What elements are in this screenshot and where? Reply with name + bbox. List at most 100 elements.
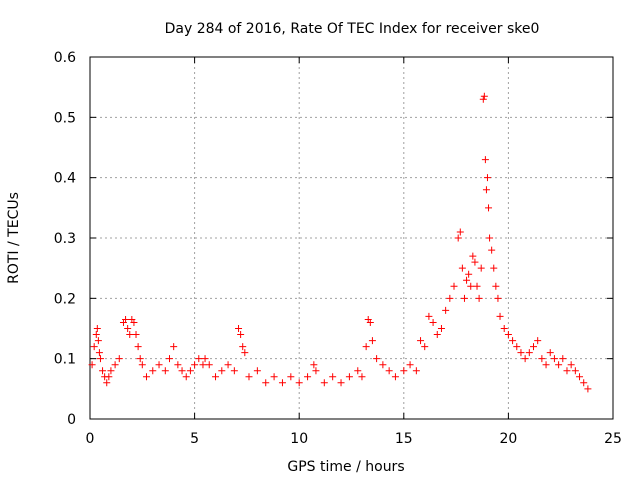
data-point: [550, 355, 558, 363]
data-point: [337, 379, 345, 387]
data-point: [546, 349, 554, 357]
y-tick-label: 0.3: [54, 231, 76, 247]
data-point: [467, 282, 475, 290]
data-point: [475, 294, 483, 302]
data-point: [366, 318, 374, 326]
data-point: [212, 373, 220, 381]
data-point: [437, 325, 445, 332]
axis-ticks: 0 5 10 15 20 25 0 0.1 0.2 0.3 0.4 0.5 0.6: [54, 50, 622, 447]
data-point: [584, 385, 592, 393]
data-point: [362, 343, 370, 351]
data-point: [469, 252, 477, 260]
data-point: [450, 282, 458, 290]
data-point: [521, 355, 529, 363]
data-point: [456, 228, 464, 236]
data-point: [161, 367, 169, 375]
data-point: [155, 361, 163, 369]
data-point: [576, 373, 584, 381]
data-point: [241, 349, 249, 357]
data-point: [460, 294, 468, 302]
data-point: [494, 294, 502, 302]
x-tick-label: 10: [290, 431, 308, 447]
data-point: [138, 361, 146, 369]
data-point: [142, 373, 150, 381]
data-point: [310, 361, 318, 369]
data-point: [379, 361, 387, 369]
y-tick-label: 0: [67, 412, 76, 428]
data-point: [287, 373, 295, 381]
x-tick-label: 20: [499, 431, 517, 447]
data-point: [473, 282, 481, 290]
data-point: [122, 315, 130, 323]
data-point: [421, 343, 429, 351]
data-point: [513, 343, 521, 351]
data-point: [400, 367, 408, 375]
data-point: [205, 361, 213, 369]
data-point: [103, 379, 111, 387]
data-point: [262, 379, 270, 387]
data-point: [500, 325, 508, 332]
data-point: [429, 318, 437, 326]
data-point: [530, 343, 538, 351]
x-tick-label: 15: [395, 431, 413, 447]
data-point: [136, 355, 144, 363]
data-point: [186, 367, 194, 375]
data-point: [132, 331, 140, 339]
x-tick-label: 25: [604, 431, 622, 447]
data-point: [433, 331, 441, 339]
data-point: [174, 361, 182, 369]
data-point: [488, 246, 496, 254]
data-point: [483, 174, 491, 182]
data-point: [88, 361, 96, 369]
data-point: [312, 367, 320, 375]
data-point: [170, 343, 178, 351]
data-point: [559, 355, 567, 363]
data-point: [134, 343, 142, 351]
data-point: [373, 355, 381, 363]
data-point: [479, 95, 487, 103]
data-point: [92, 331, 100, 339]
data-point: [391, 373, 399, 381]
chart-title: Day 284 of 2016, Rate Of TEC Index for r…: [165, 21, 540, 37]
data-point: [218, 367, 226, 375]
data-point: [425, 312, 433, 320]
y-tick-label: 0.2: [54, 291, 76, 307]
data-point: [304, 373, 312, 381]
data-point: [406, 361, 414, 369]
data-point: [442, 306, 450, 314]
data-point: [224, 361, 232, 369]
data-point: [178, 367, 186, 375]
y-tick-label: 0.5: [54, 110, 76, 126]
data-points: [88, 92, 592, 393]
data-point: [567, 361, 575, 369]
data-point: [345, 373, 353, 381]
data-point: [485, 204, 493, 212]
data-point: [492, 282, 500, 290]
data-point: [471, 258, 479, 266]
data-point: [94, 337, 102, 345]
data-point: [124, 325, 132, 332]
data-point: [253, 367, 261, 375]
x-tick-label: 5: [190, 431, 199, 447]
data-point: [270, 373, 278, 381]
data-point: [329, 373, 337, 381]
data-point: [278, 379, 286, 387]
data-point: [111, 361, 119, 369]
data-point: [477, 264, 485, 272]
data-point: [480, 92, 488, 100]
data-point: [295, 379, 303, 387]
data-point: [115, 355, 123, 363]
data-point: [481, 156, 489, 164]
data-point: [542, 361, 550, 369]
data-point: [580, 379, 588, 387]
data-point: [99, 367, 107, 375]
data-point: [195, 355, 203, 363]
data-point: [417, 337, 425, 345]
data-point: [486, 234, 494, 242]
data-point: [130, 318, 138, 326]
data-point: [446, 294, 454, 302]
data-point: [563, 367, 571, 375]
y-tick-label: 0.6: [54, 50, 76, 66]
